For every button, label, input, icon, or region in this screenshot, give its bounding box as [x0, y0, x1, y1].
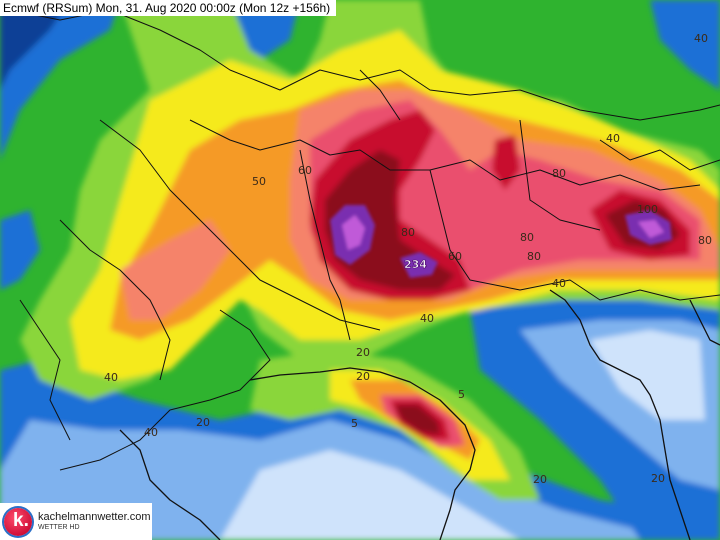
contour-label: 40 — [606, 132, 620, 145]
contour-label: 50 — [252, 175, 266, 188]
southwest-pale-region — [220, 450, 520, 540]
border-line — [19, 299, 71, 441]
southeast-pale-region — [590, 330, 705, 420]
contour-label: 100 — [637, 203, 658, 216]
contour-label: 80 — [520, 231, 534, 244]
coastline — [119, 429, 221, 540]
contour-label: 80 — [527, 250, 541, 263]
country-borders — [9, 9, 720, 471]
violet-peak-west — [342, 215, 365, 250]
map-title: Ecmwf (RRSum) Mon, 31. Aug 2020 00:00z (… — [0, 0, 337, 16]
contour-label: 5 — [458, 388, 465, 401]
contour-label: 60 — [448, 250, 462, 263]
contour-label: 20 — [356, 346, 370, 359]
contour-label: 20 — [196, 416, 210, 429]
contour-label: 40 — [104, 371, 118, 384]
border-line — [9, 9, 720, 121]
coastlines — [119, 289, 720, 540]
northeast-blue-region — [650, 0, 720, 90]
peak-layers — [330, 205, 672, 278]
contour-labels: 40 50 60 80 60 40 80 80 80 100 80 40 40 … — [104, 32, 712, 486]
border-line — [519, 119, 601, 231]
logo-name: kachelmannwetter.com — [38, 511, 151, 523]
contour-label: 20 — [533, 473, 547, 486]
border-line — [99, 119, 381, 331]
contour-label: 5 — [351, 417, 358, 430]
contour-label: 40 — [420, 312, 434, 325]
west-salmon-patch — [120, 220, 230, 320]
contour-label: 20 — [356, 370, 370, 383]
contour-label: 40 — [694, 32, 708, 45]
kachelmannwetter-logo[interactable]: k. kachelmannwetter.com WETTER HD — [0, 503, 152, 540]
west-blue-patch — [0, 210, 40, 290]
dark-red-core-south — [395, 405, 440, 435]
contour-label: 80 — [552, 167, 566, 180]
coastline — [549, 289, 691, 540]
coastline — [689, 299, 720, 346]
border-line — [359, 69, 401, 121]
contour-label: 40 — [144, 426, 158, 439]
violet-peak-east — [638, 220, 664, 238]
west-deep-blue-region — [0, 0, 70, 90]
contour-label: 80 — [401, 226, 415, 239]
contour-label: 60 — [298, 164, 312, 177]
border-line — [599, 139, 720, 171]
purple-peak-central — [400, 252, 438, 278]
peak-value-label: 234 — [404, 258, 427, 271]
contour-label: 40 — [552, 277, 566, 290]
coastline — [249, 367, 476, 540]
logo-k-icon: k. — [4, 508, 32, 536]
logo-letter: k. — [13, 510, 29, 531]
border-line — [59, 219, 171, 381]
contour-label: 20 — [651, 472, 665, 485]
logo-subtitle: WETTER HD — [38, 524, 80, 531]
border-line — [299, 149, 351, 341]
contour-label: 80 — [698, 234, 712, 247]
border-line — [59, 309, 271, 471]
border-line — [429, 169, 720, 301]
